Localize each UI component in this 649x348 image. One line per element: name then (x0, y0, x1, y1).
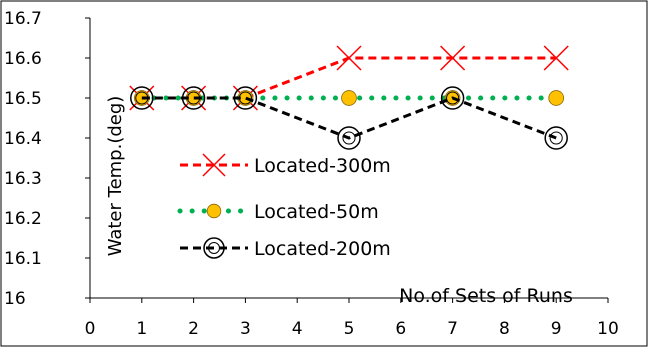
x-tick-label: 2 (188, 319, 199, 339)
ring-marker-inner (187, 91, 201, 105)
series-layer (129, 45, 569, 150)
data-point (181, 86, 206, 110)
y-tick-label: 16.4 (4, 129, 42, 149)
legend-label: Located-300m (254, 155, 391, 177)
data-point (341, 90, 357, 106)
point-marker (341, 90, 357, 106)
ring-marker-inner (238, 91, 252, 105)
ring-marker (130, 86, 154, 110)
x-tick-label: 4 (292, 319, 303, 339)
x-tick-label: 5 (344, 319, 355, 339)
ring-marker (337, 126, 361, 150)
y-axis-label: Water Temp.(deg) (105, 96, 126, 257)
ring-marker (544, 126, 568, 150)
data-point (440, 86, 465, 110)
ring-marker-inner (208, 242, 220, 254)
x-tick-label: 8 (499, 319, 510, 339)
legend-item: Located-200m (180, 237, 391, 260)
ring-marker (440, 86, 465, 110)
ring-marker (203, 237, 225, 259)
x-tick-label: 7 (447, 319, 458, 339)
ring-marker-inner (342, 131, 356, 145)
x-tick-label: 1 (136, 319, 147, 339)
data-point (337, 126, 361, 150)
x-tick-label: 9 (551, 319, 562, 339)
ring-marker (233, 86, 258, 110)
series-located-200m (130, 86, 568, 150)
x-marker (543, 45, 569, 71)
series-line (141, 96, 557, 140)
ring-marker-inner (135, 91, 149, 105)
point-marker (206, 203, 222, 219)
y-tick-label: 16.3 (4, 169, 42, 189)
x-marker (440, 45, 466, 71)
y-tick-label: 16.1 (4, 249, 42, 269)
series-located-50m (133, 90, 565, 106)
legend-label: Located-50m (254, 201, 379, 223)
data-point (543, 45, 569, 71)
x-tick-label: 6 (395, 319, 406, 339)
ring-marker (181, 86, 206, 110)
ring-marker-inner (549, 131, 563, 145)
point-marker (548, 90, 565, 106)
x-marker (202, 153, 226, 177)
y-tick-label: 16 (4, 289, 26, 309)
data-point (440, 45, 466, 71)
ring-marker-inner (446, 91, 460, 105)
y-tick-label: 16.5 (4, 89, 42, 109)
x-marker (336, 45, 362, 71)
legend: Located-300m Located-50m Located-200m (177, 153, 391, 260)
legend-label: Located-200m (254, 238, 391, 260)
legend-item: Located-300m (180, 153, 391, 177)
data-point (544, 126, 568, 150)
x-tick-label: 3 (240, 319, 251, 339)
axes: 16 16.1 16.2 16.3 16.4 16.5 16.6 16.7 0 1 2 3 4 5 6 7 8 9… (4, 9, 619, 339)
x-tick-label: 10 (597, 319, 619, 339)
data-point (233, 86, 258, 110)
x-tick-label: 0 (85, 319, 96, 339)
y-tick-label: 16.6 (4, 49, 42, 69)
data-point (336, 45, 362, 71)
data-point (130, 86, 154, 110)
data-point (548, 90, 565, 106)
legend-item: Located-50m (177, 201, 379, 223)
x-axis-label: No.of Sets of Runs (399, 285, 573, 307)
y-tick-label: 16.7 (4, 9, 42, 29)
y-tick-label: 16.2 (4, 209, 42, 229)
